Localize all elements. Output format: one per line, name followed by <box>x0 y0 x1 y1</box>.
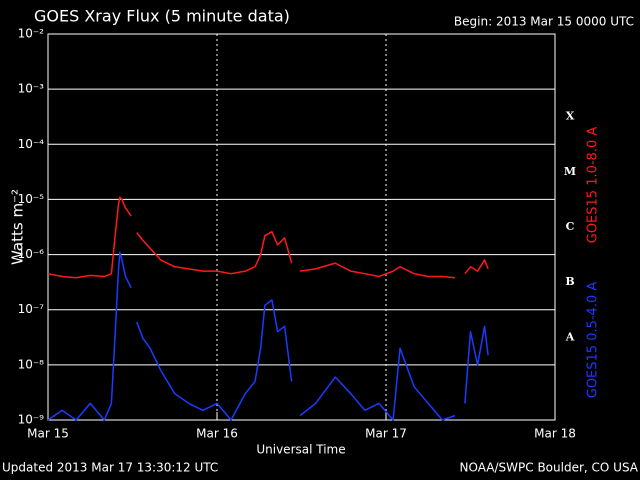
legend-label: GOES15 1.0-8.0 A <box>586 127 601 244</box>
series-line <box>47 251 489 421</box>
series-line <box>47 196 489 279</box>
flare-class-label: C <box>566 220 575 233</box>
x-tick-label: Mar 15 <box>27 427 69 441</box>
footer-left: Updated 2013 Mar 17 13:30:12 UTC <box>2 461 218 475</box>
y-tick-label: 10⁻⁷ <box>18 302 45 316</box>
y-tick-label: 10⁻⁴ <box>18 137 45 151</box>
flare-class-label: B <box>565 275 574 288</box>
y-tick-label: 10⁻⁶ <box>18 247 45 261</box>
chart-subtitle: Begin: 2013 Mar 15 0000 UTC <box>454 15 634 29</box>
chart-title: GOES Xray Flux (5 minute data) <box>34 7 290 26</box>
x-tick-label: Mar 18 <box>534 427 576 441</box>
x-tick-label: Mar 16 <box>196 427 238 441</box>
flare-class-label: A <box>565 330 575 343</box>
flare-class-label: M <box>564 165 576 178</box>
y-tick-label: 10⁻⁸ <box>18 357 45 371</box>
flare-class-label: X <box>566 110 575 123</box>
y-tick-label: 10⁻⁹ <box>18 413 45 427</box>
y-tick-label: 10⁻³ <box>18 82 45 96</box>
x-tick-label: Mar 17 <box>365 427 407 441</box>
y-tick-label: 10⁻² <box>18 27 45 41</box>
y-axis-label: Watts m⁻² <box>9 189 27 265</box>
footer-right: NOAA/SWPC Boulder, CO USA <box>460 461 639 475</box>
legend-label: GOES15 0.5-4.0 A <box>586 282 601 399</box>
x-axis-label: Universal Time <box>256 443 345 457</box>
y-tick-label: 10⁻⁵ <box>18 192 45 206</box>
